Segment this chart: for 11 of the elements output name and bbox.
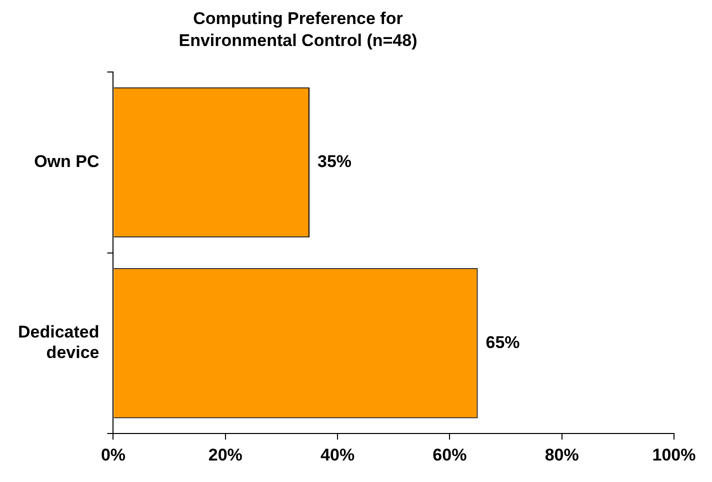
x-tick-label: 60% — [432, 445, 467, 464]
x-tick-label: 80% — [544, 445, 579, 464]
x-tick-label: 0% — [100, 445, 126, 464]
x-tick-label: 100% — [652, 445, 696, 464]
data-label: 65% — [486, 332, 520, 352]
y-tick-label: Own PC — [34, 152, 100, 172]
data-label: 35% — [318, 152, 352, 172]
x-tick-label: 20% — [208, 445, 242, 464]
chart-title: Computing Preference for Environmental Control (n=48) — [178, 8, 418, 52]
y-tick-label: Dedicated device — [18, 322, 100, 362]
x-tick-label: 40% — [320, 445, 355, 464]
